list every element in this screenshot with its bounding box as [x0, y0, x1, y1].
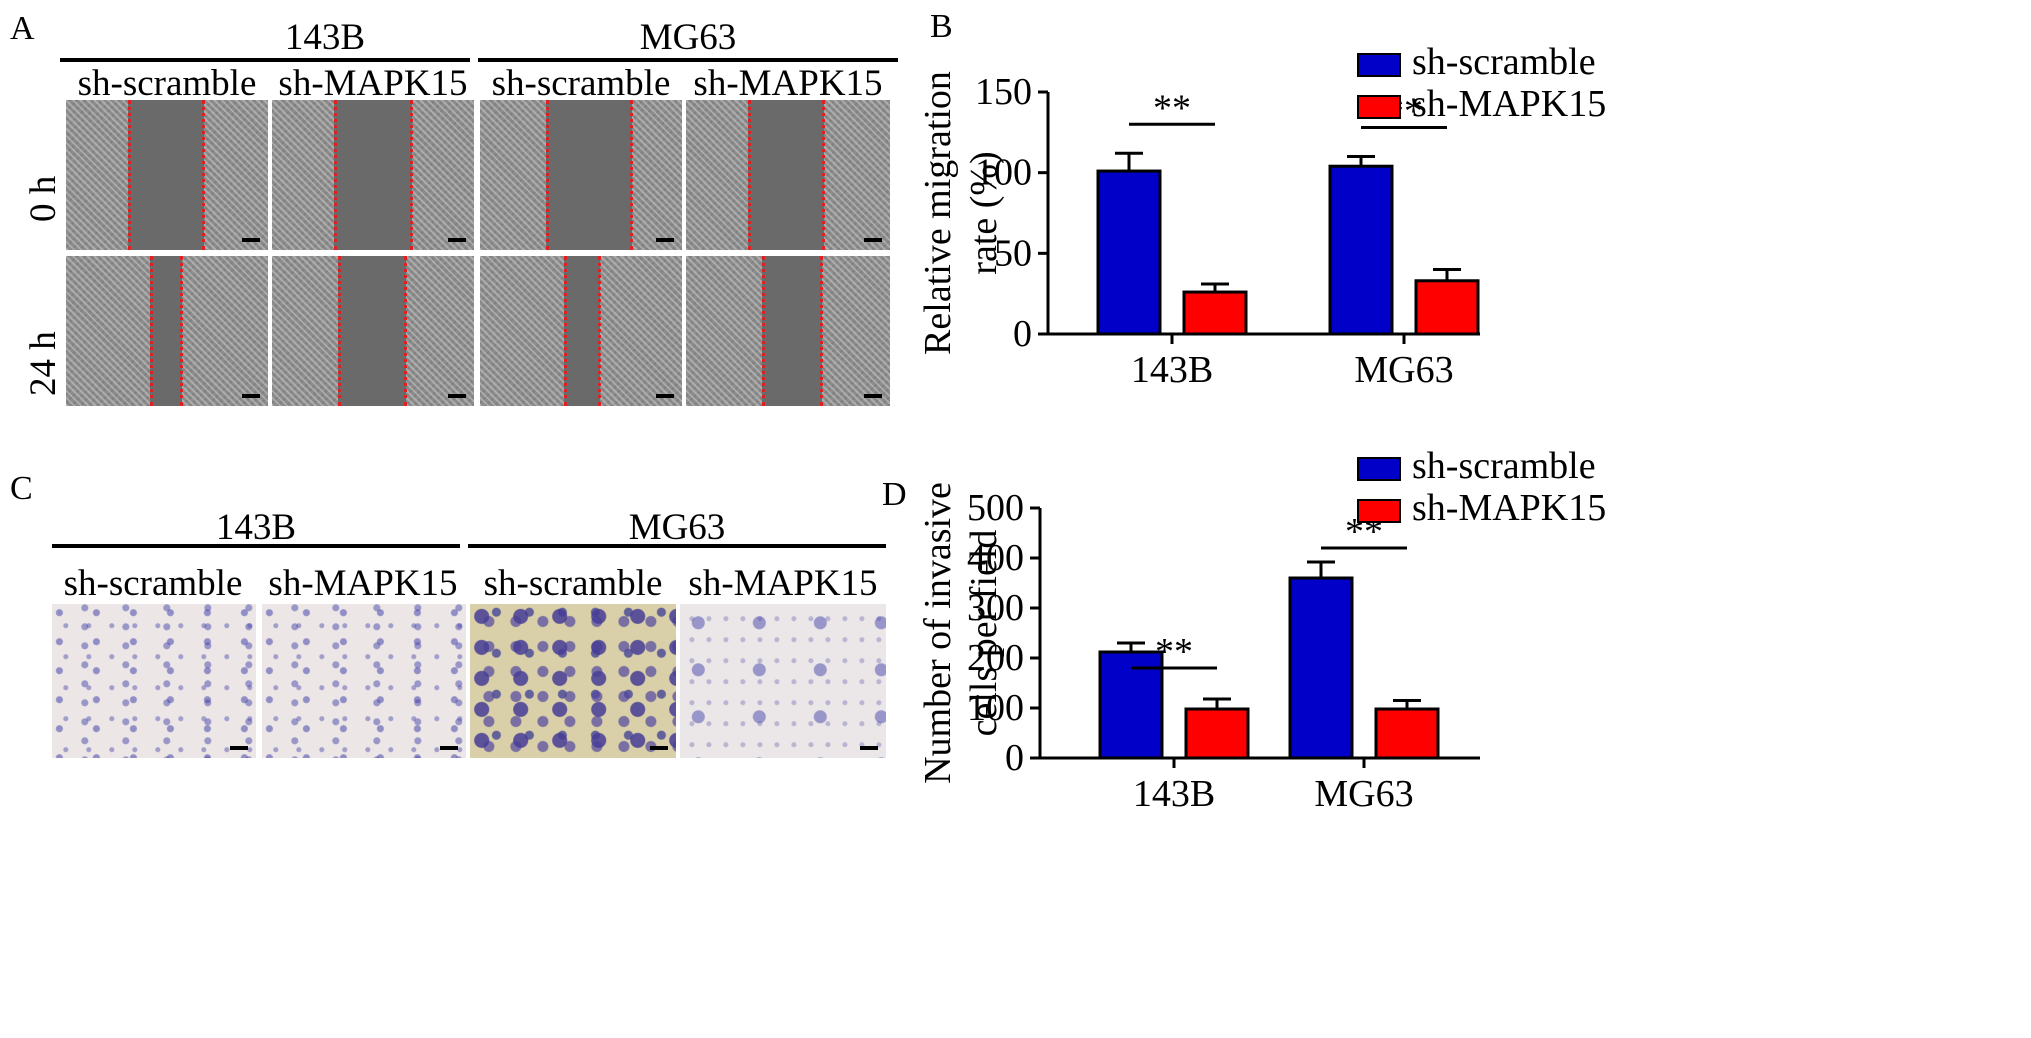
- panel-a-condition-4: sh-MAPK15: [693, 63, 883, 104]
- bar-sh-MAPK15-MG63: [1374, 707, 1440, 760]
- y-tick-label: 500: [967, 487, 1024, 529]
- y-tick-label: 100: [967, 687, 1024, 729]
- bar-sh-MAPK15-143B: [1184, 707, 1250, 760]
- y-tick-label: 50: [994, 232, 1032, 274]
- legend-swatch-sh-MAPK15: [1357, 95, 1401, 119]
- transwell-image-143b-mapk15: [262, 604, 466, 758]
- y-tick-label: 400: [967, 537, 1024, 579]
- panel-a-condition-1: sh-scramble: [77, 63, 257, 104]
- panel-c-group-143b: 143B: [215, 507, 297, 548]
- legend-swatch-sh-scramble: [1357, 457, 1401, 481]
- transwell-image-mg63-scramble: [470, 604, 676, 758]
- panel-a-condition-3: sh-scramble: [491, 63, 671, 104]
- x-tick-label-143B: 143B: [1131, 349, 1213, 391]
- y-tick-label: 300: [967, 587, 1024, 629]
- bar-sh-scramble-143B: [1096, 169, 1162, 336]
- panel-c-condition-3: sh-scramble: [483, 563, 663, 604]
- y-tick-label: 200: [967, 637, 1024, 679]
- panel-c-condition-2: sh-MAPK15: [268, 563, 458, 604]
- legend-label-sh-scramble: sh-scramble: [1412, 445, 1596, 487]
- legend-swatch-sh-scramble: [1357, 53, 1401, 77]
- panel-a-group-mg63-line: [478, 58, 898, 62]
- significance-label: **: [1155, 631, 1193, 673]
- y-axis-label: rate (%): [963, 151, 1005, 274]
- y-tick-label: 100: [975, 152, 1032, 194]
- scratch-image-mg63-mapk15-24h: [686, 256, 890, 406]
- panel-c-label: C: [10, 470, 33, 507]
- legend-label-sh-scramble: sh-scramble: [1412, 41, 1596, 83]
- x-tick-label-143B: 143B: [1133, 773, 1215, 815]
- transwell-image-mg63-mapk15: [680, 604, 886, 758]
- bar-sh-scramble-143B: [1098, 650, 1164, 760]
- panel-a-group-143b: 143B: [284, 17, 366, 58]
- scratch-image-mg63-mapk15-0h: [686, 100, 890, 250]
- y-tick-label: 0: [1013, 313, 1032, 355]
- scratch-image-143b-scramble-0h: [66, 100, 268, 250]
- scratch-image-143b-mapk15-24h: [272, 256, 474, 406]
- panel-c-group-mg63: MG63: [628, 507, 726, 548]
- y-tick-label: 150: [975, 71, 1032, 113]
- scratch-image-143b-mapk15-0h: [272, 100, 474, 250]
- y-axis-label: cells per field: [963, 530, 1005, 737]
- legend-label-sh-MAPK15: sh-MAPK15: [1412, 83, 1606, 125]
- migration-chart: 0 50 100 150 Relative migration rate (%) 143B *…: [917, 41, 1606, 391]
- panel-c-condition-4: sh-MAPK15: [688, 563, 878, 604]
- bar-sh-scramble-MG63: [1328, 164, 1394, 336]
- scratch-image-mg63-scramble-0h: [480, 100, 682, 250]
- x-tick-label-MG63: MG63: [1354, 349, 1453, 391]
- scratch-image-143b-scramble-24h: [66, 256, 268, 406]
- panel-b-label: B: [930, 8, 953, 45]
- bar-sh-MAPK15-143B: [1182, 290, 1248, 336]
- legend-swatch-sh-MAPK15: [1357, 499, 1401, 523]
- legend-label-sh-MAPK15: sh-MAPK15: [1412, 487, 1606, 529]
- panel-d-label: D: [882, 476, 907, 513]
- panel-c-group-mg63-line: [468, 544, 886, 548]
- panel-a-condition-2: sh-MAPK15: [278, 63, 468, 104]
- panel-c-group-143b-line: [52, 544, 460, 548]
- panel-a-row-0h: 0 h: [23, 175, 64, 222]
- panel-a-row-24h: 24 h: [23, 331, 64, 396]
- y-axis-label: Number of invasive: [917, 482, 959, 784]
- scratch-image-mg63-scramble-24h: [480, 256, 682, 406]
- bar-sh-scramble-MG63: [1288, 576, 1354, 760]
- bar-sh-MAPK15-MG63: [1414, 279, 1480, 336]
- panel-a-label: A: [10, 10, 35, 47]
- significance-label: **: [1153, 87, 1191, 129]
- panel-a-group-mg63: MG63: [639, 17, 737, 58]
- x-tick-label-MG63: MG63: [1314, 773, 1413, 815]
- panel-a-group-143b-line: [60, 58, 470, 62]
- y-tick-label: 0: [1005, 737, 1024, 779]
- transwell-image-143b-scramble: [52, 604, 256, 758]
- panel-c-condition-1: sh-scramble: [63, 563, 243, 604]
- y-axis-label: Relative migration: [917, 71, 959, 355]
